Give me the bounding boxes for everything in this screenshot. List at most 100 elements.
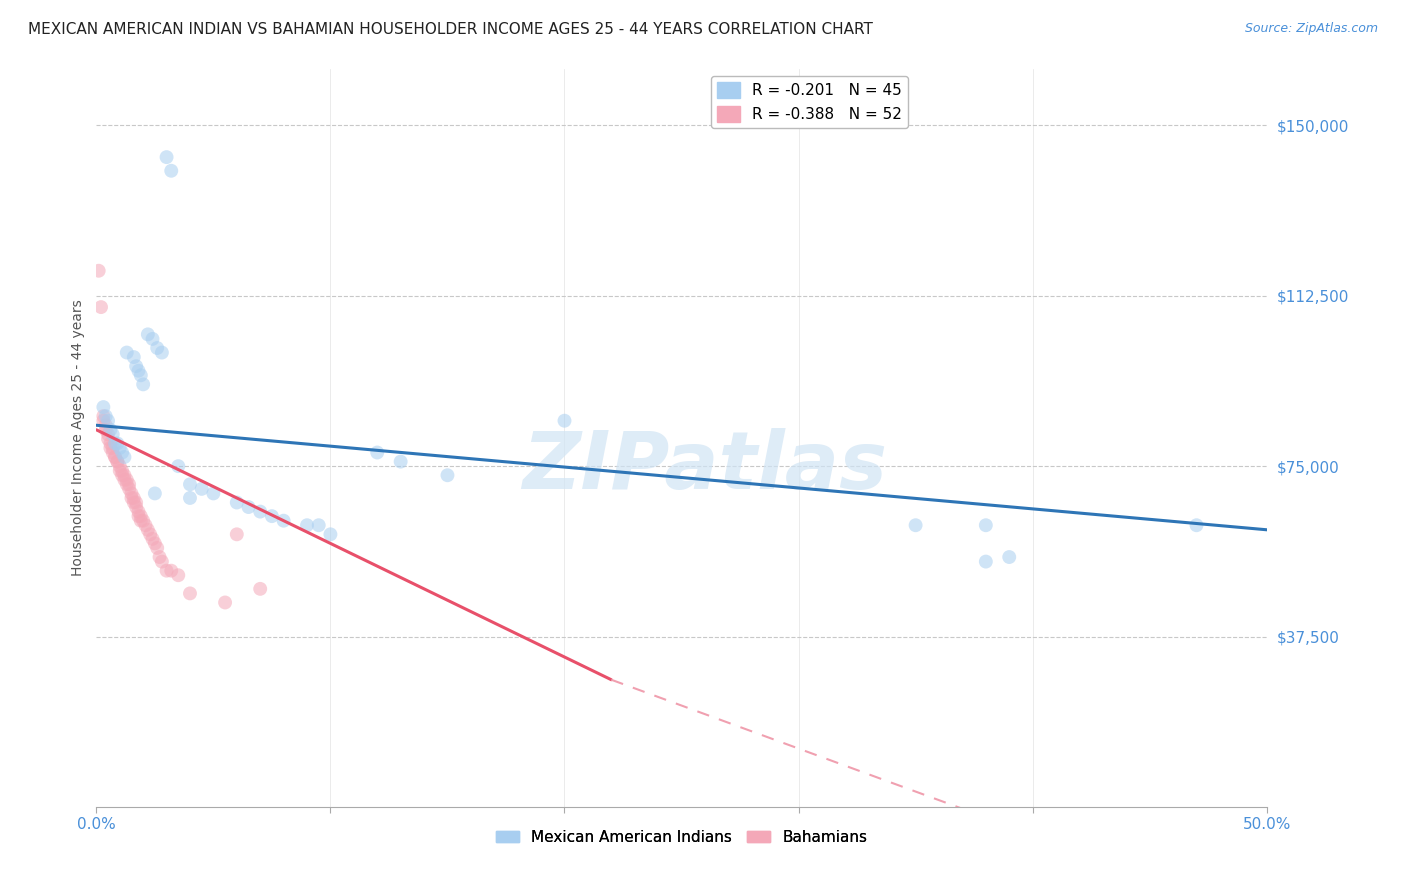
Point (129, 514, 152, 528)
Point (114, 473, 136, 487)
Point (249, 505, 271, 519)
Point (273, 514, 295, 528)
Point (155, 564, 177, 578)
Point (389, 454, 412, 468)
Point (125, 359, 148, 374)
Point (136, 523, 159, 537)
Y-axis label: Householder Income Ages 25 - 44 years: Householder Income Ages 25 - 44 years (72, 300, 86, 576)
Point (97, 427, 120, 442)
Point (155, 150, 177, 164)
Point (150, 555, 173, 569)
Point (553, 414, 575, 428)
Point (100, 441, 122, 455)
Point (104, 450, 127, 464)
Point (132, 514, 155, 528)
Point (214, 595, 236, 609)
Point (122, 495, 145, 509)
Point (108, 464, 131, 478)
Point (141, 532, 163, 546)
Point (139, 527, 162, 541)
Point (107, 436, 129, 450)
Text: MEXICAN AMERICAN INDIAN VS BAHAMIAN HOUSEHOLDER INCOME AGES 25 - 44 YEARS CORREL: MEXICAN AMERICAN INDIAN VS BAHAMIAN HOUS… (28, 22, 873, 37)
Point (238, 500, 260, 514)
Point (94, 409, 117, 424)
Point (1185, 518, 1208, 533)
Point (93, 414, 115, 428)
Point (94, 418, 117, 433)
Point (101, 441, 124, 455)
Point (260, 509, 283, 524)
Point (94, 423, 117, 437)
Point (90, 300, 112, 314)
Point (146, 541, 169, 555)
Point (115, 345, 138, 359)
Text: Source: ZipAtlas.com: Source: ZipAtlas.com (1244, 22, 1378, 36)
Point (104, 436, 127, 450)
Point (190, 482, 212, 496)
Point (295, 518, 318, 533)
Point (127, 509, 149, 524)
Point (93, 400, 115, 414)
Point (127, 364, 149, 378)
Point (249, 582, 271, 596)
Legend: Mexican American Indians, Bahamians: Mexican American Indians, Bahamians (489, 824, 873, 851)
Point (104, 450, 127, 464)
Point (114, 450, 136, 464)
Point (100, 423, 122, 437)
Point (111, 464, 134, 478)
Point (974, 518, 997, 533)
Point (118, 477, 141, 491)
Point (111, 445, 134, 459)
Point (179, 491, 201, 505)
Point (121, 491, 143, 505)
Point (125, 500, 148, 514)
Text: ZIPatlas: ZIPatlas (523, 428, 887, 507)
Point (93, 409, 115, 424)
Point (108, 459, 131, 474)
Point (366, 445, 388, 459)
Point (308, 518, 330, 533)
Point (136, 327, 159, 342)
Point (146, 341, 169, 355)
Point (225, 527, 247, 541)
Point (319, 527, 342, 541)
Point (121, 486, 143, 500)
Point (127, 505, 149, 519)
Point (141, 332, 163, 346)
Point (167, 459, 190, 474)
Point (225, 495, 247, 509)
Point (115, 477, 138, 491)
Point (101, 427, 124, 442)
Point (122, 350, 145, 364)
Point (167, 568, 190, 582)
Point (179, 586, 201, 600)
Point (87, 264, 110, 278)
Point (115, 473, 138, 487)
Point (111, 468, 134, 483)
Point (436, 468, 458, 483)
Point (129, 509, 152, 524)
Point (97, 432, 120, 446)
Point (122, 491, 145, 505)
Point (202, 486, 225, 500)
Point (132, 377, 155, 392)
Point (148, 549, 170, 564)
Point (129, 368, 152, 383)
Point (125, 495, 148, 509)
Point (160, 163, 183, 178)
Point (107, 454, 129, 468)
Point (134, 518, 156, 533)
Point (97, 414, 120, 428)
Point (974, 555, 997, 569)
Point (114, 468, 136, 483)
Point (179, 477, 201, 491)
Point (143, 486, 166, 500)
Point (143, 536, 166, 550)
Point (101, 445, 124, 459)
Point (100, 436, 122, 450)
Point (150, 345, 173, 359)
Point (118, 482, 141, 496)
Point (160, 564, 183, 578)
Point (904, 518, 927, 533)
Point (998, 549, 1021, 564)
